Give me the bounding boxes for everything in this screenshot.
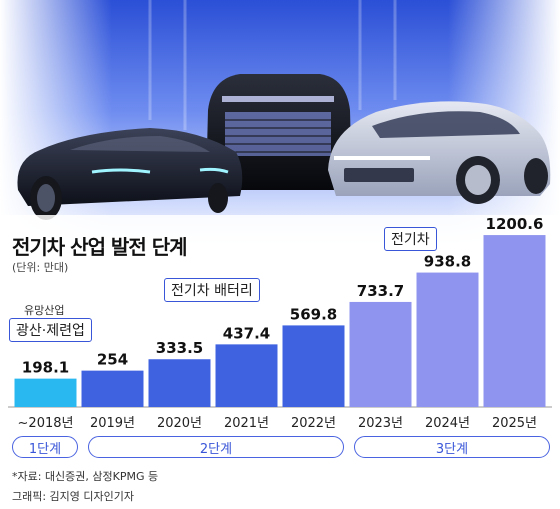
stage-3-pill: 3단계 [354,436,550,458]
stage1-annotation-box: 광산·제련업 [9,318,92,342]
page-title: 전기차 산업 발전 단계 [12,235,187,259]
bar-6 [416,272,479,407]
bar-7 [483,235,546,407]
bar-0 [14,378,77,407]
bar-value-label-2: 333.5 [156,339,203,357]
stage-2-pill: 2단계 [88,436,344,458]
bar-value-label-0: 198.1 [22,359,69,377]
bar-value-label-1: 254 [97,351,128,369]
x-tick-label-1: 2019년 [90,416,135,431]
x-tick-label-3: 2021년 [224,416,269,431]
stage-3-label: 3단계 [435,441,469,457]
bar-value-label-7: 1200.6 [486,215,544,233]
bar-value-label-4: 569.8 [290,305,337,323]
x-tick-label-2: 2020년 [157,416,202,431]
stage3-annotation-box: 전기차 [384,227,437,251]
stage-1-pill: 1단계 [12,436,78,458]
electric-car-lineup-image [0,0,560,248]
stage1-annotation-top: 유망산업 [24,304,65,317]
stage-1-label: 1단계 [28,441,62,457]
graphic-credit: 그래픽: 김지영 디자인기자 [12,490,135,503]
bar-4 [282,325,345,407]
stage2-annotation-box: 전기차 배터리 [164,278,260,302]
x-tick-label-6: 2024년 [425,416,470,431]
bar-2 [148,359,211,407]
bar-3 [215,344,278,407]
bar-value-label-3: 437.4 [223,324,270,342]
x-tick-label-4: 2022년 [291,416,336,431]
bar-value-label-6: 938.8 [424,253,471,271]
source-note: *자료: 대신증권, 삼정KPMG 등 [12,470,159,483]
x-tick-label-7: 2025년 [492,416,537,431]
bar-1 [81,370,144,407]
bar-5 [349,301,412,407]
bar-value-label-5: 733.7 [357,282,404,300]
x-tick-label-5: 2023년 [358,416,403,431]
x-tick-label-0: ~2018년 [18,416,74,431]
unit-label: (단위: 만대) [12,261,69,274]
stage-2-label: 2단계 [199,441,233,457]
